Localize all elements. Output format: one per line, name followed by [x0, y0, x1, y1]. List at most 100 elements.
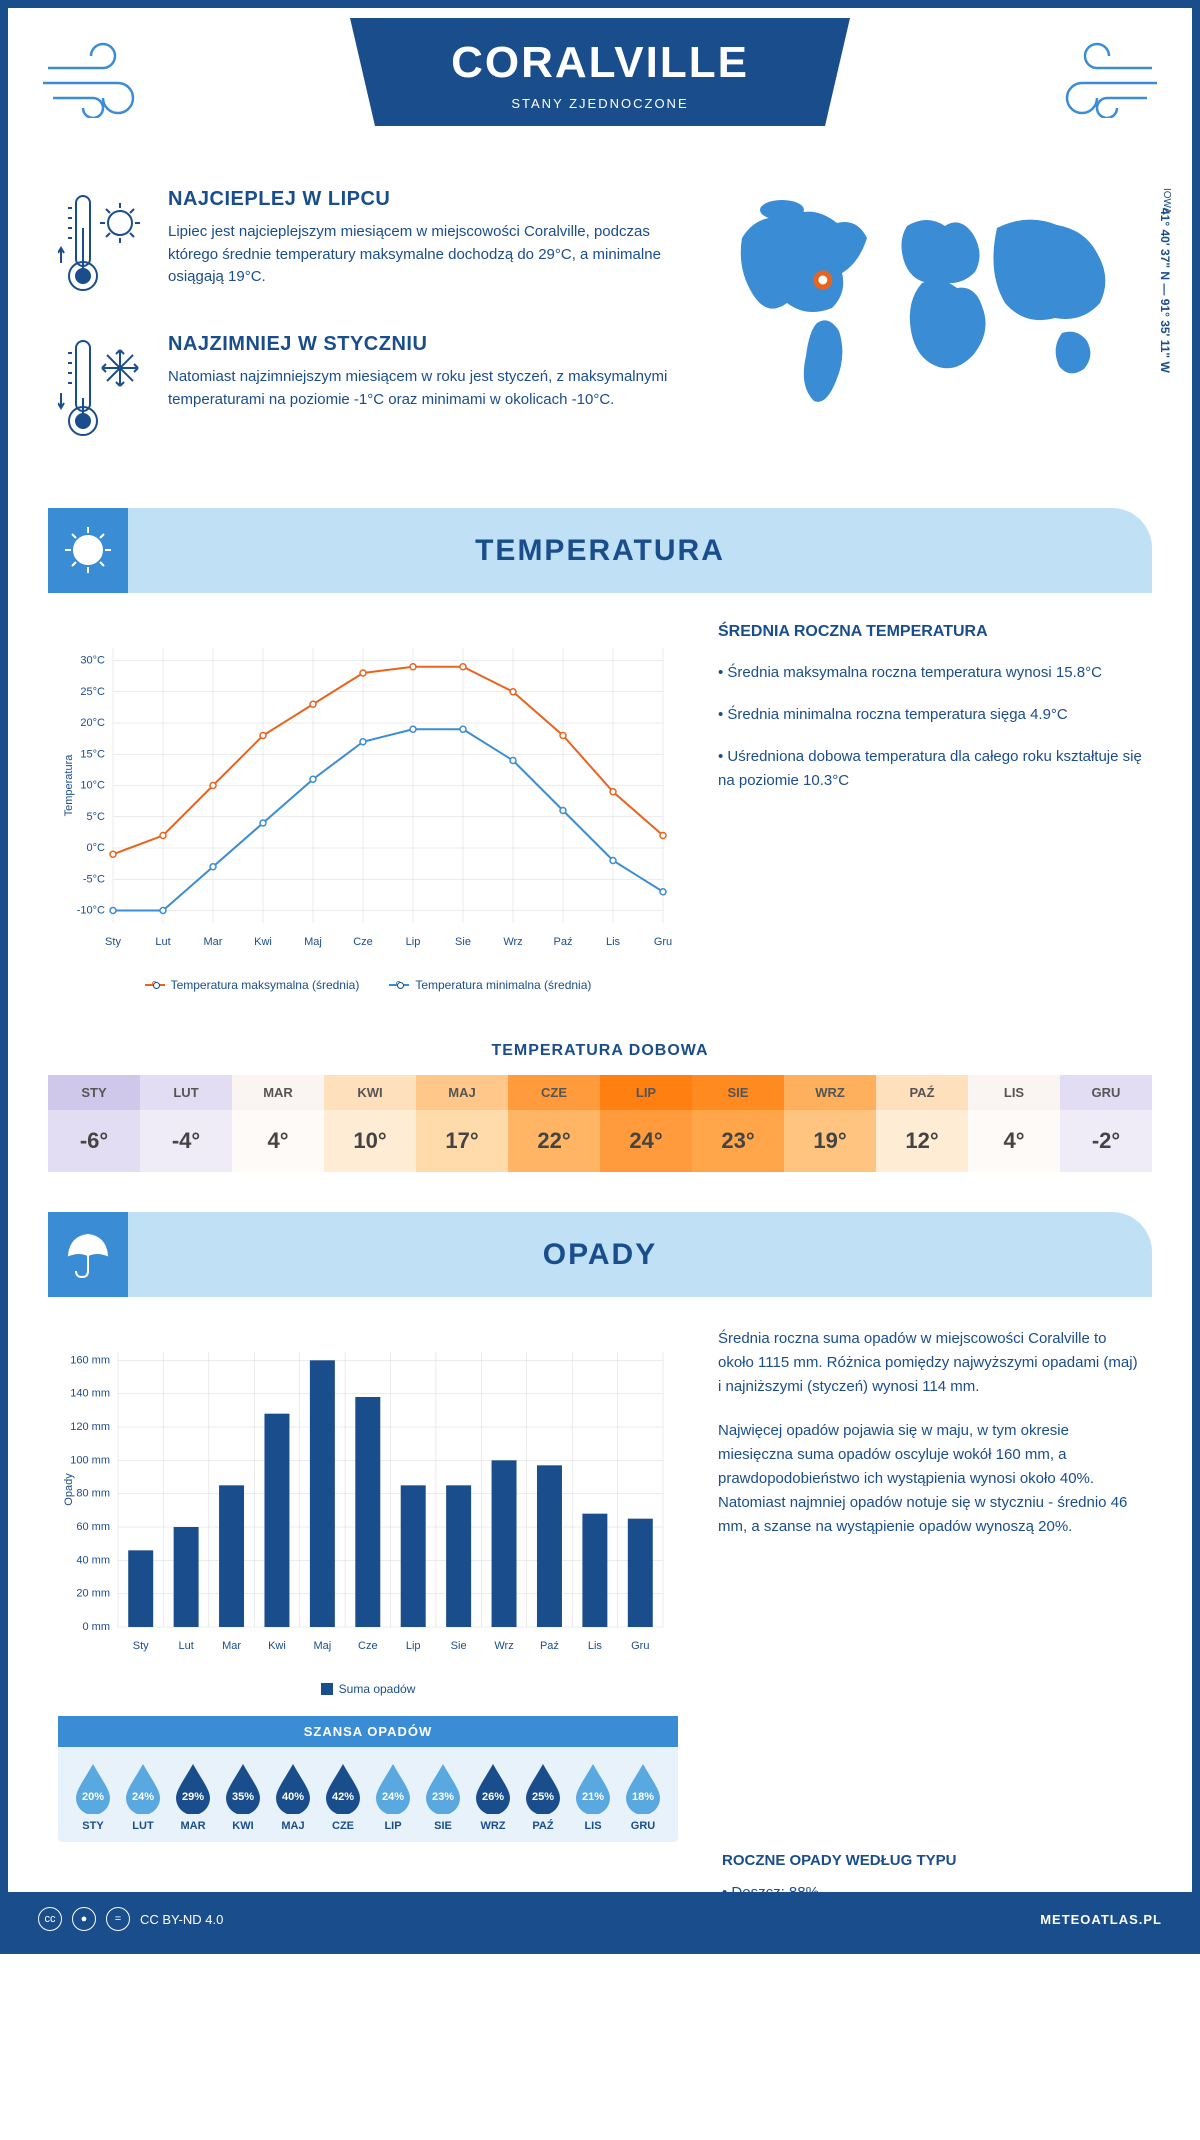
temp-bullet-2: • Uśredniona dobowa temperatura dla całe… [718, 745, 1142, 793]
svg-text:10°C: 10°C [80, 780, 105, 792]
temp-legend: Temperatura maksymalna (średnia) Tempera… [58, 978, 678, 992]
precipitation-chart: 0 mm20 mm40 mm60 mm80 mm100 mm120 mm140 … [58, 1327, 678, 1696]
svg-text:24%: 24% [132, 1791, 154, 1803]
svg-text:23%: 23% [432, 1791, 454, 1803]
legend-max: Temperatura maksymalna (średnia) [171, 978, 360, 992]
chance-cell: 42%CZE [318, 1762, 368, 1832]
svg-text:Wrz: Wrz [494, 1640, 513, 1652]
raindrop-icon: 29% [172, 1762, 214, 1814]
svg-text:Temperatura: Temperatura [63, 754, 75, 817]
svg-text:40%: 40% [282, 1791, 304, 1803]
precip-p2: Najwięcej opadów pojawia się w maju, w t… [718, 1419, 1142, 1539]
hottest-block: NAJCIEPLEJ W LIPCU Lipiec jest najcieple… [58, 188, 682, 303]
svg-text:140 mm: 140 mm [70, 1388, 110, 1400]
svg-text:26%: 26% [482, 1791, 504, 1803]
page-title: CORALVILLE [410, 38, 790, 88]
daily-cell: WRZ19° [784, 1075, 876, 1172]
svg-text:35%: 35% [232, 1791, 254, 1803]
coldest-title: NAJZIMNIEJ W STYCZNIU [168, 333, 682, 356]
precip-legend: Suma opadów [58, 1682, 678, 1696]
svg-text:20 mm: 20 mm [76, 1588, 110, 1600]
daily-cell: CZE22° [508, 1075, 600, 1172]
daily-temp-table: STY-6°LUT-4°MAR4°KWI10°MAJ17°CZE22°LIP24… [48, 1075, 1152, 1172]
daily-cell: MAR4° [232, 1075, 324, 1172]
raindrop-icon: 18% [622, 1762, 664, 1814]
hottest-text: Lipiec jest najcieplejszym miesiącem w m… [168, 221, 682, 289]
svg-text:Paź: Paź [540, 1640, 559, 1652]
svg-text:15°C: 15°C [80, 748, 105, 760]
nd-icon: = [106, 1907, 130, 1931]
svg-text:Maj: Maj [314, 1640, 332, 1652]
svg-text:5°C: 5°C [87, 811, 106, 823]
chance-cell: 21%LIS [568, 1762, 618, 1832]
raindrop-icon: 35% [222, 1762, 264, 1814]
raindrop-icon: 21% [572, 1762, 614, 1814]
svg-text:Kwi: Kwi [268, 1640, 286, 1652]
chance-cell: 25%PAŹ [518, 1762, 568, 1832]
daily-cell: GRU-2° [1060, 1075, 1152, 1172]
intro-text-col: NAJCIEPLEJ W LIPCU Lipiec jest najcieple… [58, 188, 682, 478]
daily-cell: SIE23° [692, 1075, 784, 1172]
wind-icon-left [38, 38, 158, 123]
svg-text:Cze: Cze [353, 936, 373, 948]
header-banner: CORALVILLE STANY ZJEDNOCZONE [350, 18, 850, 126]
svg-text:Lis: Lis [606, 936, 621, 948]
page: CORALVILLE STANY ZJEDNOCZONE [0, 0, 1200, 1954]
temperature-info: ŚREDNIA ROCZNA TEMPERATURA • Średnia mak… [718, 623, 1142, 992]
svg-text:20°C: 20°C [80, 717, 105, 729]
svg-text:80 mm: 80 mm [76, 1488, 110, 1500]
precip-type-snow: • Śnieg: 12% [722, 1906, 1142, 1933]
svg-text:Kwi: Kwi [254, 936, 272, 948]
svg-text:-10°C: -10°C [77, 905, 105, 917]
coldest-block: NAJZIMNIEJ W STYCZNIU Natomiast najzimni… [58, 333, 682, 448]
precip-legend-label: Suma opadów [339, 1682, 416, 1696]
chance-cell: 26%WRZ [468, 1762, 518, 1832]
cc-icon: cc [38, 1907, 62, 1931]
svg-text:Sie: Sie [451, 1640, 467, 1652]
svg-text:40 mm: 40 mm [76, 1554, 110, 1566]
svg-text:25%: 25% [532, 1791, 554, 1803]
raindrop-icon: 24% [122, 1762, 164, 1814]
header: CORALVILLE STANY ZJEDNOCZONE [8, 8, 1192, 188]
by-icon: ● [72, 1907, 96, 1931]
svg-text:100 mm: 100 mm [70, 1454, 110, 1466]
temperature-section-header: TEMPERATURA [48, 508, 1152, 593]
chance-cell: 24%LUT [118, 1762, 168, 1832]
raindrop-icon: 24% [372, 1762, 414, 1814]
license-text: CC BY-ND 4.0 [140, 1912, 223, 1927]
svg-text:-5°C: -5°C [83, 873, 105, 885]
daily-cell: LIP24° [600, 1075, 692, 1172]
raindrop-icon: 40% [272, 1762, 314, 1814]
chance-cell: 40%MAJ [268, 1762, 318, 1832]
precip-type-rain: • Deszcz: 88% [722, 1879, 1142, 1906]
chance-cell: 20%STY [68, 1762, 118, 1832]
svg-text:Paź: Paź [554, 936, 573, 948]
chance-cell: 23%SIE [418, 1762, 468, 1832]
svg-text:Gru: Gru [631, 1640, 649, 1652]
temperature-title: TEMPERATURA [128, 534, 1152, 568]
map-col: IOWA 41° 40' 37" N — 91° 35' 11" W [722, 188, 1142, 478]
raindrop-icon: 26% [472, 1762, 514, 1814]
coldest-text: Natomiast najzimniejszym miesiącem w rok… [168, 366, 682, 411]
temp-bullet-0: • Średnia maksymalna roczna temperatura … [718, 661, 1142, 685]
precipitation-body: 0 mm20 mm40 mm60 mm80 mm100 mm120 mm140 … [8, 1297, 1192, 1716]
wind-icon-right [1042, 38, 1162, 123]
svg-text:Mar: Mar [222, 1640, 241, 1652]
svg-text:Lip: Lip [406, 1640, 421, 1652]
daily-cell: STY-6° [48, 1075, 140, 1172]
precipitation-info: Średnia roczna suma opadów w miejscowośc… [718, 1327, 1142, 1696]
daily-cell: KWI10° [324, 1075, 416, 1172]
svg-text:60 mm: 60 mm [76, 1521, 110, 1533]
legend-min: Temperatura minimalna (średnia) [415, 978, 591, 992]
svg-text:160 mm: 160 mm [70, 1354, 110, 1366]
svg-text:Lut: Lut [178, 1640, 193, 1652]
chance-title: SZANSA OPADÓW [58, 1716, 678, 1747]
svg-text:29%: 29% [182, 1791, 204, 1803]
raindrop-icon: 23% [422, 1762, 464, 1814]
svg-text:Cze: Cze [358, 1640, 378, 1652]
svg-text:Opady: Opady [63, 1473, 75, 1506]
daily-cell: LIS4° [968, 1075, 1060, 1172]
raindrop-icon: 42% [322, 1762, 364, 1814]
svg-text:Lut: Lut [155, 936, 170, 948]
svg-text:Mar: Mar [204, 936, 223, 948]
